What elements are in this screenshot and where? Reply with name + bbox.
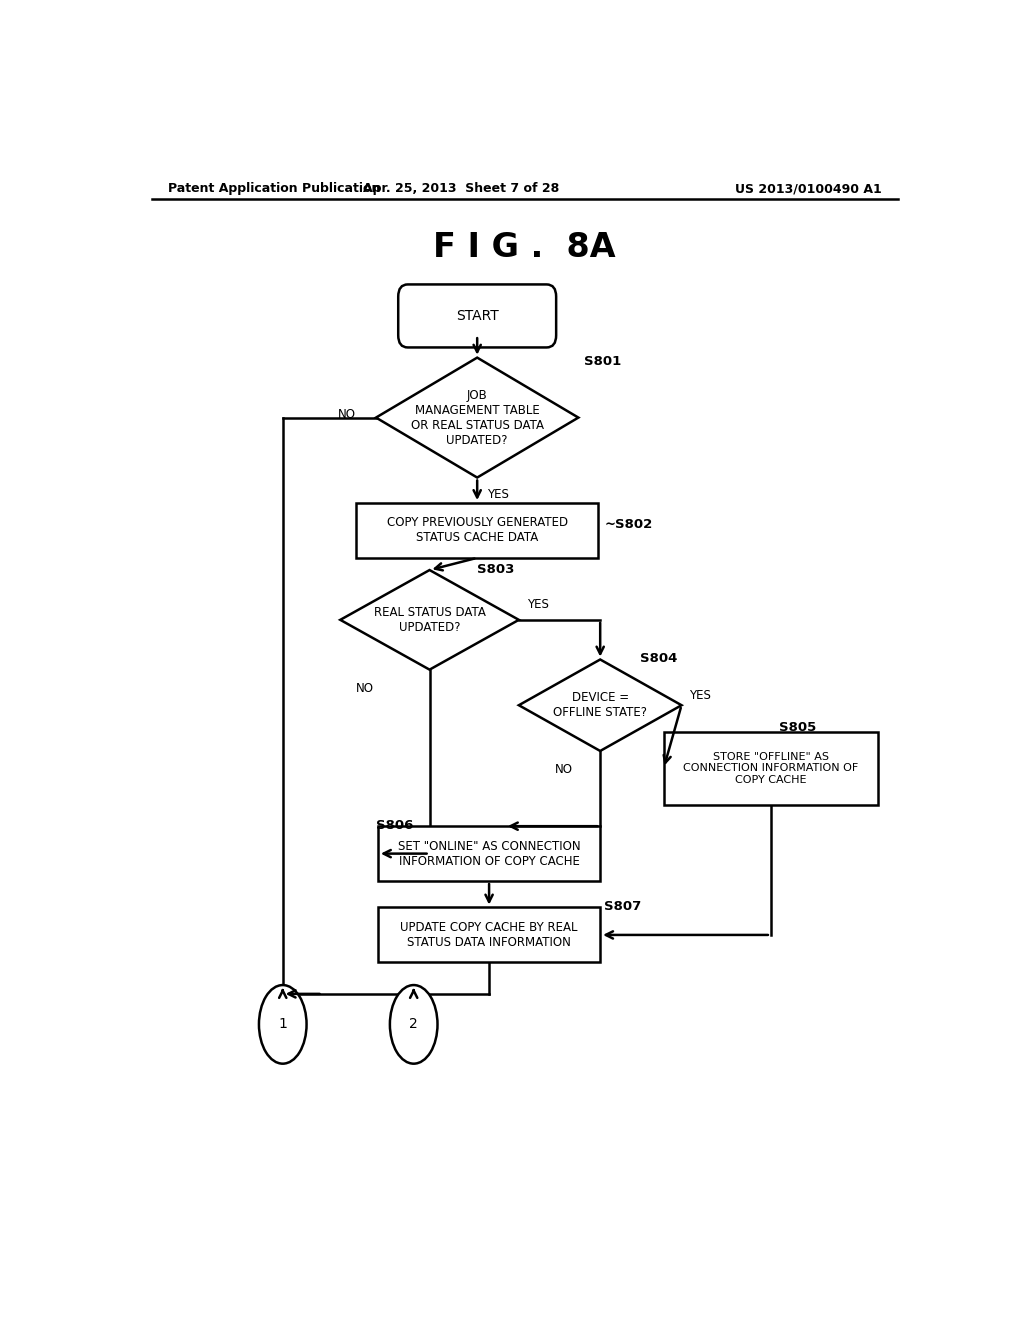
- Polygon shape: [519, 660, 682, 751]
- Bar: [356, 503, 598, 558]
- Text: S805: S805: [778, 721, 816, 734]
- Text: STORE "OFFLINE" AS
CONNECTION INFORMATION OF
COPY CACHE: STORE "OFFLINE" AS CONNECTION INFORMATIO…: [683, 751, 858, 785]
- Text: SET "ONLINE" AS CONNECTION
INFORMATION OF COPY CACHE: SET "ONLINE" AS CONNECTION INFORMATION O…: [397, 840, 581, 867]
- Ellipse shape: [390, 985, 437, 1064]
- Text: UPDATE COPY CACHE BY REAL
STATUS DATA INFORMATION: UPDATE COPY CACHE BY REAL STATUS DATA IN…: [400, 921, 578, 949]
- Text: S803: S803: [477, 562, 514, 576]
- Text: US 2013/0100490 A1: US 2013/0100490 A1: [735, 182, 882, 195]
- Bar: [378, 826, 600, 880]
- Polygon shape: [376, 358, 579, 478]
- Text: NO: NO: [338, 408, 356, 421]
- Bar: [378, 907, 600, 962]
- Text: S801: S801: [585, 355, 622, 368]
- Text: NO: NO: [356, 682, 374, 694]
- Text: Patent Application Publication: Patent Application Publication: [168, 182, 380, 195]
- Ellipse shape: [259, 985, 306, 1064]
- Text: START: START: [456, 309, 499, 323]
- Text: JOB
MANAGEMENT TABLE
OR REAL STATUS DATA
UPDATED?: JOB MANAGEMENT TABLE OR REAL STATUS DATA…: [411, 388, 544, 446]
- Text: YES: YES: [689, 689, 712, 701]
- Text: S806: S806: [377, 818, 414, 832]
- Polygon shape: [340, 570, 519, 669]
- Text: REAL STATUS DATA
UPDATED?: REAL STATUS DATA UPDATED?: [374, 606, 485, 634]
- Text: S807: S807: [604, 900, 641, 913]
- Text: S804: S804: [640, 652, 677, 665]
- Text: YES: YES: [486, 487, 509, 500]
- Text: 1: 1: [279, 1018, 287, 1031]
- FancyBboxPatch shape: [398, 284, 556, 347]
- Bar: [664, 731, 878, 805]
- Text: NO: NO: [554, 763, 572, 776]
- Text: DEVICE =
OFFLINE STATE?: DEVICE = OFFLINE STATE?: [553, 692, 647, 719]
- Text: YES: YES: [526, 598, 549, 611]
- Text: F I G .  8A: F I G . 8A: [433, 231, 616, 264]
- Text: COPY PREVIOUSLY GENERATED
STATUS CACHE DATA: COPY PREVIOUSLY GENERATED STATUS CACHE D…: [387, 516, 567, 544]
- Text: ~S802: ~S802: [604, 517, 652, 531]
- Text: Apr. 25, 2013  Sheet 7 of 28: Apr. 25, 2013 Sheet 7 of 28: [364, 182, 559, 195]
- Text: 2: 2: [410, 1018, 418, 1031]
